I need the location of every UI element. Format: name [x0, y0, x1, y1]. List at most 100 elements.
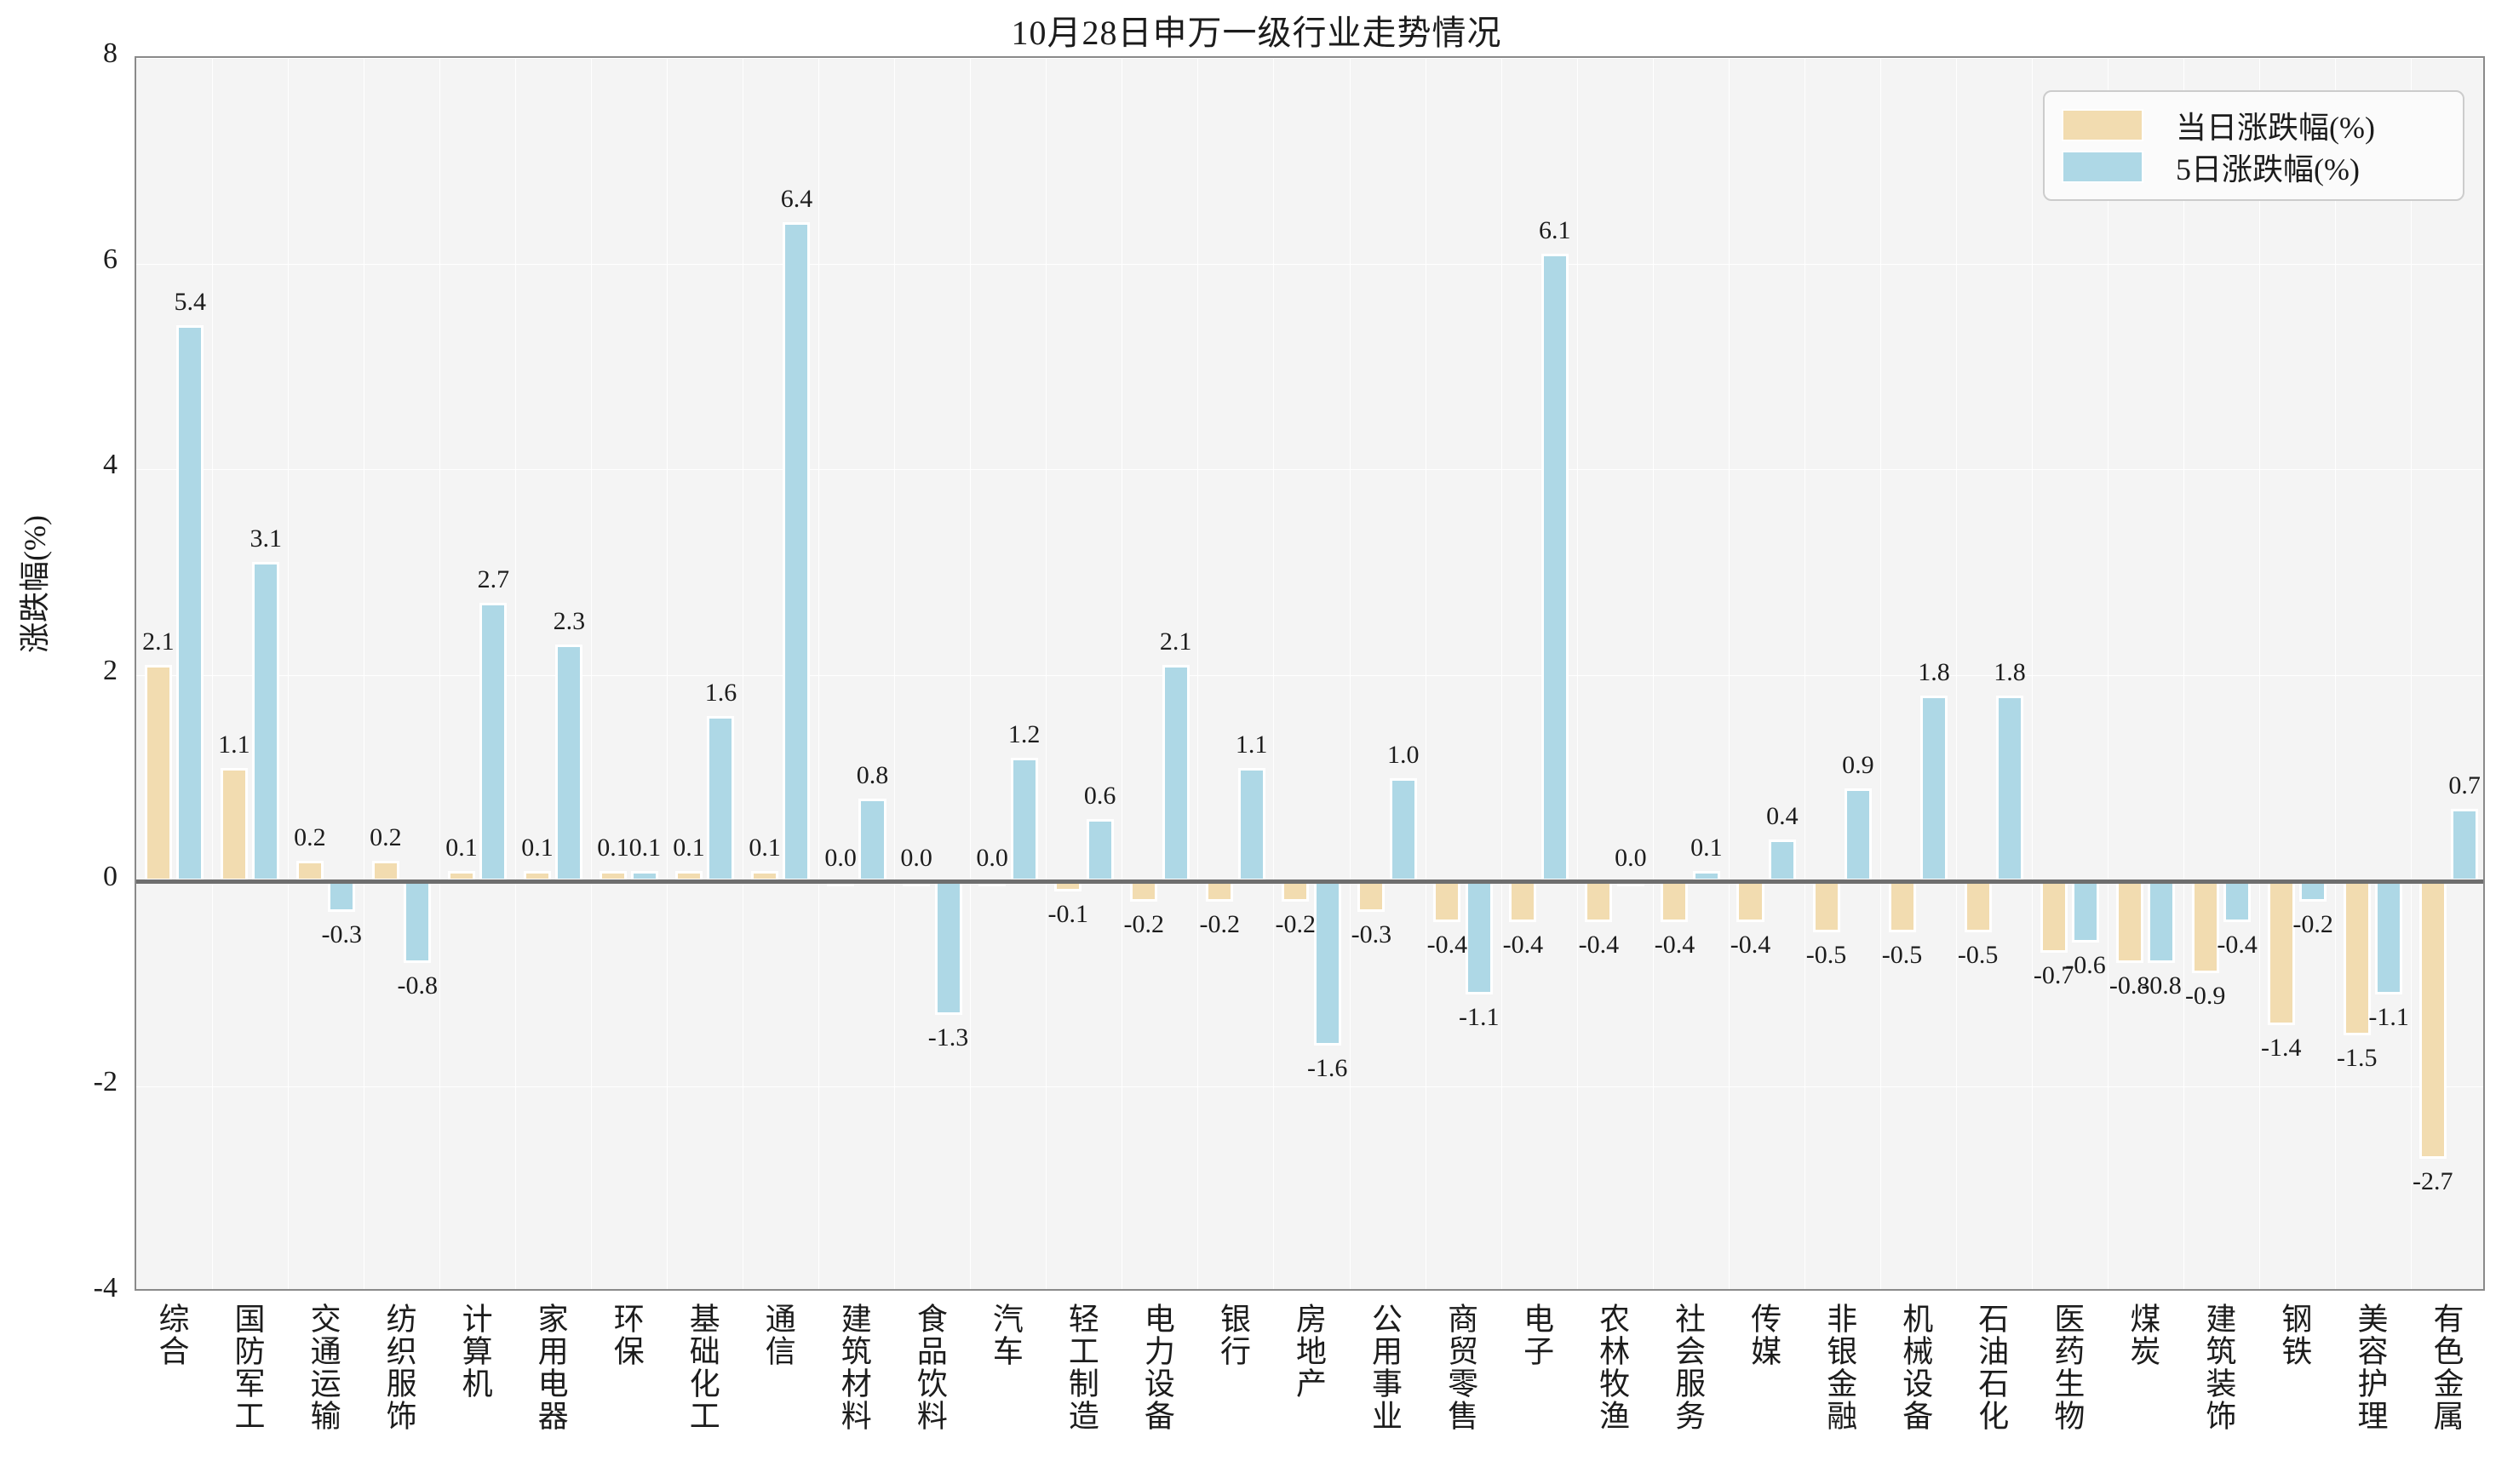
bar-value-label: 1.0 [1386, 740, 1420, 769]
bar-value-label: 0.0 [824, 843, 857, 872]
bar-daily-18[interactable] [1509, 880, 1537, 922]
chart-title: 10月28日申万一级行业走势情况 [1011, 14, 1502, 52]
bar-daily-16[interactable] [1357, 880, 1386, 912]
bar-fiveday-23[interactable] [1919, 696, 1948, 881]
gridline-vertical [1576, 58, 1578, 1289]
bar-value-label: 0.1 [749, 833, 781, 862]
x-axis-tick-17: 商贸零售 [1443, 1303, 1478, 1432]
x-axis-tick-4: 计算机 [457, 1303, 492, 1400]
bar-value-label: -0.2 [1275, 909, 1317, 938]
bar-fiveday-30[interactable] [2451, 809, 2479, 881]
bar-fiveday-24[interactable] [1995, 696, 2023, 881]
bar-fiveday-0[interactable] [176, 325, 204, 881]
bar-daily-24[interactable] [1964, 880, 1992, 933]
bar-value-label: -0.7 [2033, 961, 2074, 990]
bar-value-label: 6.1 [1539, 215, 1571, 244]
bar-daily-27[interactable] [2191, 880, 2219, 974]
legend-label-fiveday: 5日涨跌幅(%) [2176, 152, 2360, 186]
bar-daily-23[interactable] [1888, 880, 1916, 933]
bar-daily-2[interactable] [295, 860, 324, 881]
bar-value-label: 5.4 [174, 288, 206, 317]
bar-fiveday-18[interactable] [1541, 253, 1569, 881]
gridline-vertical [1955, 58, 1957, 1289]
bar-daily-26[interactable] [2115, 880, 2143, 964]
bar-fiveday-17[interactable] [1465, 880, 1493, 994]
bar-daily-22[interactable] [1812, 880, 1840, 933]
y-axis-label: 涨跌幅(%) [18, 515, 52, 653]
bar-daily-21[interactable] [1736, 880, 1764, 922]
bar-daily-14[interactable] [1206, 880, 1234, 902]
x-axis-tick-2: 交通运输 [306, 1303, 341, 1432]
bar-daily-25[interactable] [2040, 880, 2068, 954]
bar-fiveday-27[interactable] [2223, 880, 2252, 922]
bar-value-label: -0.3 [321, 920, 363, 948]
bar-value-label: 2.3 [553, 606, 586, 635]
y-axis-tick: 0 [103, 860, 118, 892]
bar-daily-3[interactable] [371, 860, 399, 881]
x-axis-tick-23: 机械设备 [1898, 1303, 1933, 1432]
bar-value-label: 0.9 [1842, 750, 1874, 779]
bar-value-label: -1.1 [2368, 1002, 2409, 1031]
bar-daily-20[interactable] [1661, 880, 1689, 922]
bar-value-label: 0.0 [976, 843, 1008, 872]
legend-swatch-daily [2062, 108, 2143, 141]
bar-fiveday-16[interactable] [1389, 777, 1417, 881]
legend-label-daily: 当日涨跌幅(%) [2176, 110, 2375, 145]
plot-area: 2.1 5.4 1.1 3.1 0.2 -0.3 0.2 -0.8 0.1 2.7 0.1 2.3 0.… [135, 56, 2485, 1291]
bar-value-label: -0.5 [1881, 941, 1923, 970]
bar-fiveday-13[interactable] [1162, 664, 1190, 881]
x-axis-tick-0: 综合 [154, 1303, 189, 1367]
bar-fiveday-25[interactable] [2071, 880, 2100, 943]
bar-value-label: 1.8 [1994, 658, 2026, 687]
bar-fiveday-14[interactable] [1237, 767, 1265, 881]
bar-value-label: -0.8 [2141, 971, 2182, 1000]
x-axis-tick-7: 基础化工 [685, 1303, 720, 1432]
bar-daily-17[interactable] [1433, 880, 1461, 922]
bar-fiveday-1[interactable] [252, 562, 280, 881]
gridline-vertical [2334, 58, 2336, 1289]
bar-fiveday-22[interactable] [1844, 788, 1872, 881]
bar-fiveday-26[interactable] [2148, 880, 2176, 964]
gridline-vertical [2410, 58, 2412, 1289]
bar-value-label: -2.7 [2413, 1166, 2453, 1195]
bar-value-label: 1.1 [1235, 730, 1268, 759]
bar-value-label: -0.4 [1730, 931, 1771, 959]
bar-fiveday-11[interactable] [1010, 757, 1038, 881]
y-axis-tick: -2 [93, 1066, 118, 1098]
bar-fiveday-8[interactable] [783, 222, 811, 881]
bar-daily-1[interactable] [220, 767, 248, 881]
bar-fiveday-10[interactable] [934, 880, 962, 1015]
x-axis-tick-13: 电力设备 [1139, 1303, 1174, 1432]
bar-daily-15[interactable] [1282, 880, 1310, 902]
y-axis-tick: -4 [93, 1272, 118, 1304]
bar-fiveday-2[interactable] [328, 880, 356, 912]
bar-fiveday-5[interactable] [555, 644, 583, 881]
x-axis-tick-18: 电子 [1519, 1303, 1554, 1367]
bar-daily-13[interactable] [1130, 880, 1158, 902]
legend-item-fiveday[interactable]: 5日涨跌幅(%) [2062, 146, 2446, 187]
bar-value-label: -0.9 [2184, 982, 2226, 1011]
bar-value-label: 0.2 [370, 822, 402, 851]
bar-fiveday-3[interactable] [404, 880, 432, 964]
x-axis-tick-9: 建筑材料 [836, 1303, 871, 1432]
bar-fiveday-29[interactable] [2375, 880, 2403, 994]
bar-fiveday-12[interactable] [1086, 819, 1114, 881]
bar-value-label: 1.1 [218, 730, 250, 759]
y-axis-tick: 4 [103, 449, 118, 481]
gridline-vertical [2107, 58, 2109, 1289]
legend-item-daily[interactable]: 当日涨跌幅(%) [2062, 104, 2446, 146]
bar-daily-0[interactable] [144, 664, 172, 881]
bar-value-label: 1.2 [1007, 719, 1041, 748]
x-axis-tick-1: 国防军工 [230, 1303, 265, 1432]
bar-daily-19[interactable] [1585, 880, 1613, 922]
bar-value-label: -0.4 [1654, 931, 1695, 959]
bar-value-label: 0.0 [900, 843, 932, 872]
bar-value-label: 6.4 [780, 185, 813, 214]
bar-fiveday-15[interactable] [1313, 880, 1341, 1046]
bar-fiveday-28[interactable] [2299, 880, 2327, 902]
gridline-vertical [591, 58, 593, 1289]
x-axis-tick-28: 钢铁 [2277, 1303, 2312, 1367]
bar-fiveday-21[interactable] [1768, 839, 1796, 881]
x-axis-tick-19: 农林牧渔 [1595, 1303, 1630, 1432]
gridline-vertical [1879, 58, 1881, 1289]
